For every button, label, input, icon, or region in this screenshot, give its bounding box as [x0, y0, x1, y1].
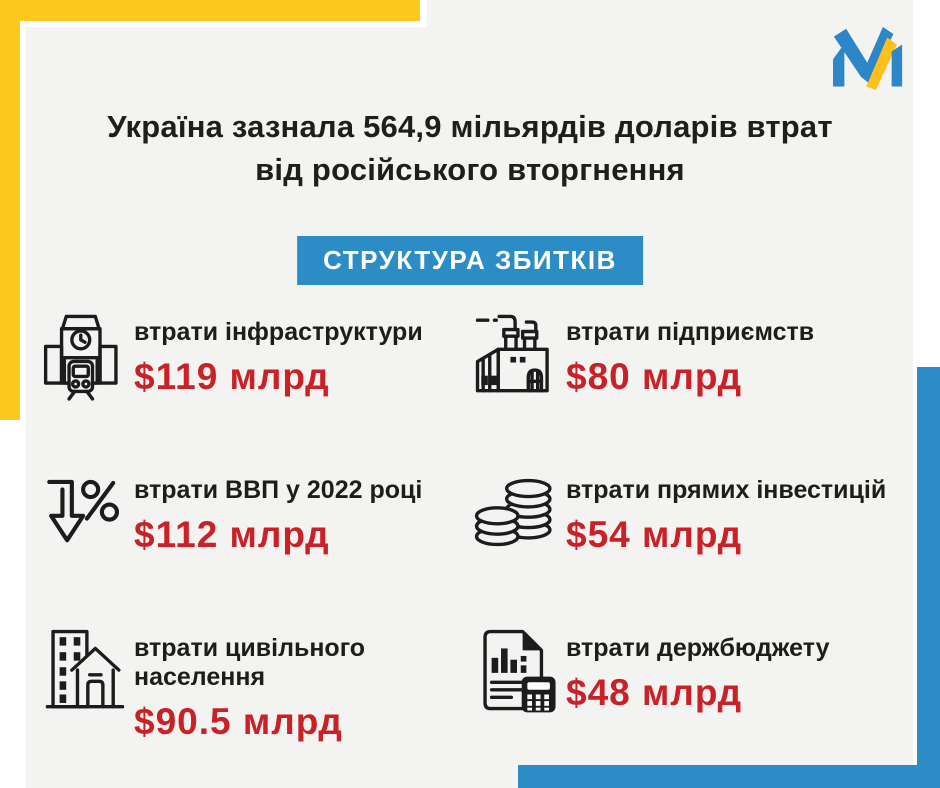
yellow-corner-bar-top [0, 0, 420, 21]
loss-item-gdp: втрати ВВП у 2022 році $112 млрд [36, 466, 468, 624]
loss-item-text: втрати держбюджету $48 млрд [566, 624, 830, 714]
loss-value: $119 млрд [134, 356, 330, 397]
loss-item-text: втрати підприємств $80 млрд [566, 308, 814, 398]
page-title: Україна зазнала 564,9 мільярдів доларів … [40, 106, 900, 192]
budget-report-calculator-icon [468, 624, 566, 718]
minfin-m-checkmark-logo-icon [826, 20, 910, 90]
train-station-icon [36, 308, 134, 413]
loss-item-text: втрати прямих інвестицій $54 млрд [566, 466, 886, 556]
loss-item-text: втрати інфраструктури $119 млрд [134, 308, 423, 398]
loss-item-civilians: втрати цивільного населення $90.5 млрд [36, 624, 468, 782]
section-badge: СТРУКТУРА ЗБИТКІВ [297, 236, 643, 285]
loss-items-grid: втрати інфраструктури $119 млрд [36, 308, 908, 782]
factory-icon [468, 308, 566, 402]
loss-label: втрати держбюджету [566, 634, 830, 662]
loss-item-infrastructure: втрати інфраструктури $119 млрд [36, 308, 468, 466]
coin-stacks-icon [468, 466, 566, 560]
loss-item-enterprises: втрати підприємств $80 млрд [468, 308, 908, 466]
loss-item-text: втрати цивільного населення $90.5 млрд [134, 624, 444, 743]
loss-label: втрати підприємств [566, 318, 815, 346]
gdp-decline-percent-icon [36, 466, 134, 560]
loss-label: втрати цивільного населення [134, 634, 366, 691]
loss-item-investments: втрати прямих інвестицій $54 млрд [468, 466, 908, 624]
loss-value: $90.5 млрд [134, 701, 343, 742]
title-line-2: від російського вторгнення [255, 151, 685, 187]
loss-item-state-budget: втрати держбюджету $48 млрд [468, 624, 908, 782]
city-buildings-icon [36, 624, 134, 718]
loss-value: $54 млрд [566, 514, 743, 555]
blue-corner-bar-right [917, 367, 940, 788]
blue-corner-bar-bottom [518, 765, 940, 788]
loss-label: втрати інфраструктури [134, 318, 423, 346]
loss-value: $80 млрд [566, 356, 743, 397]
yellow-corner-bar-left [0, 0, 20, 420]
loss-item-text: втрати ВВП у 2022 році $112 млрд [134, 466, 422, 556]
loss-value: $48 млрд [566, 672, 743, 713]
title-line-1: Україна зазнала 564,9 мільярдів доларів … [107, 109, 833, 144]
loss-value: $112 млрд [134, 514, 330, 555]
loss-label: втрати ВВП у 2022 році [134, 476, 423, 504]
loss-label: втрати прямих інвестицій [566, 476, 887, 504]
